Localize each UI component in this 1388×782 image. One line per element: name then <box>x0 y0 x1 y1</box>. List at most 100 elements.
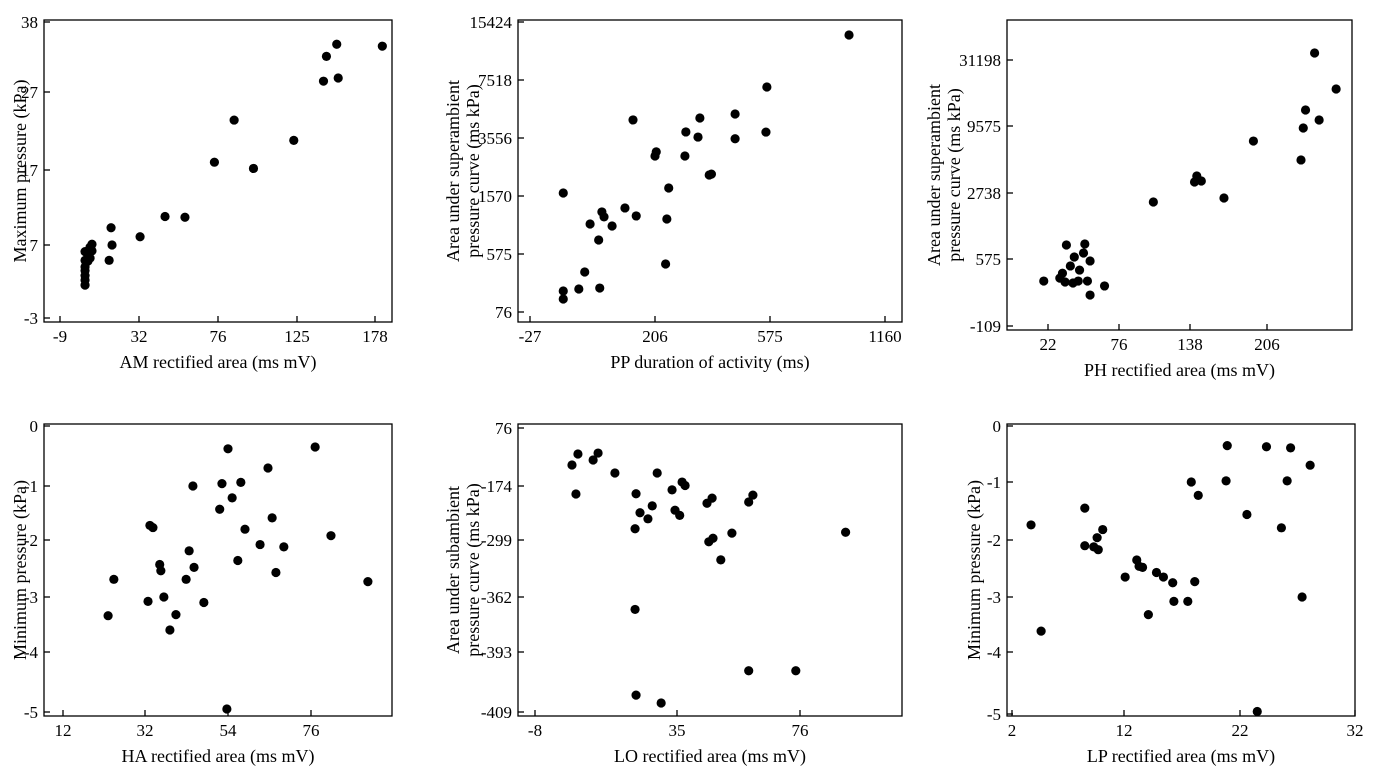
data-point <box>188 481 198 491</box>
data-point <box>631 211 641 221</box>
y-tick-label: -1 <box>987 473 1001 492</box>
y-tick-label: -362 <box>481 588 512 607</box>
data-point <box>667 485 677 495</box>
y-axis-title: pressure curve (ms kPa) <box>463 84 484 257</box>
data-point <box>1080 503 1090 513</box>
data-point <box>1168 578 1178 588</box>
data-point <box>704 537 714 547</box>
data-point <box>1310 48 1320 58</box>
data-point <box>1073 276 1083 286</box>
data-point <box>1158 572 1169 582</box>
data-point <box>1074 265 1085 275</box>
x-tick-label: -9 <box>53 327 67 346</box>
data-point <box>1298 123 1308 133</box>
data-point <box>1183 596 1193 607</box>
y-axis-title: Area under superambient <box>924 84 944 266</box>
y-axis-title: Maximum pressure (kPa) <box>10 80 31 263</box>
y-tick-label: -2 <box>987 531 1001 550</box>
data-point <box>1148 197 1158 207</box>
data-point <box>377 41 387 51</box>
data-point <box>730 134 740 144</box>
data-point <box>263 463 273 473</box>
data-point <box>1296 155 1306 165</box>
data-point <box>1151 567 1162 578</box>
data-point <box>588 455 598 465</box>
data-point <box>289 135 299 145</box>
data-point <box>656 698 666 708</box>
data-point <box>159 592 169 602</box>
data-point <box>571 489 581 499</box>
data-point <box>236 477 246 487</box>
data-point <box>841 527 851 537</box>
data-point <box>620 203 630 213</box>
data-point <box>143 596 153 607</box>
y-tick-label: -409 <box>481 703 512 722</box>
y-tick-label: -2 <box>24 531 38 550</box>
x-tick-label: 76 <box>1111 335 1128 354</box>
data-point <box>223 444 233 454</box>
x-axis-title: PP duration of activity (ms) <box>610 352 809 373</box>
data-point <box>707 493 717 503</box>
data-point <box>1300 105 1311 115</box>
data-point <box>573 449 583 459</box>
data-point <box>1186 477 1196 487</box>
data-point <box>184 546 194 556</box>
x-tick-label: 54 <box>220 721 238 740</box>
plot-frame <box>517 423 903 717</box>
data-point <box>744 497 754 507</box>
panel: 2 12 22 32 -5 -4 -3 -2 -1 0 LP rectified area (ms … <box>964 417 1363 767</box>
y-axis-title: Area under subambient <box>443 486 463 654</box>
x-tick-label: 32 <box>131 327 148 346</box>
data-point <box>761 127 771 137</box>
data-point <box>1248 136 1259 146</box>
data-point <box>1276 523 1286 533</box>
data-point <box>199 597 209 608</box>
y-tick-label: 31198 <box>959 51 1001 70</box>
data-point <box>148 522 158 533</box>
data-point <box>791 666 801 676</box>
data-point <box>1120 572 1130 582</box>
data-point <box>80 280 90 290</box>
data-point <box>558 286 568 296</box>
data-point <box>106 223 116 233</box>
data-point <box>267 513 277 523</box>
data-point <box>593 448 603 458</box>
y-tick-label: -3 <box>987 588 1001 607</box>
y-tick-label: 76 <box>495 419 512 438</box>
data-point <box>727 528 737 538</box>
data-point <box>680 480 690 491</box>
data-point <box>730 109 740 119</box>
y-tick-label: -5 <box>24 703 38 722</box>
plot-frame <box>1006 423 1356 717</box>
y-tick-label: -1 <box>24 477 38 496</box>
x-tick-label: -27 <box>519 327 542 346</box>
data-point <box>1305 460 1315 470</box>
panel: -8 35 76 -409 -393 -362 -299 -174 76 LO rectified… <box>443 419 903 767</box>
data-point <box>1252 706 1262 717</box>
x-tick-label: 138 <box>1177 335 1203 354</box>
data-point <box>762 82 772 92</box>
data-point <box>1193 490 1203 500</box>
y-tick-label: -4 <box>987 643 1002 662</box>
data-point <box>695 113 705 123</box>
data-point <box>279 542 289 552</box>
data-point <box>233 555 243 566</box>
data-point <box>1331 84 1341 94</box>
data-point <box>650 151 660 161</box>
x-tick-label: 206 <box>1254 335 1280 354</box>
y-tick-label: 15424 <box>470 13 513 32</box>
plot-frame <box>43 423 393 717</box>
data-point <box>80 255 90 265</box>
data-point <box>675 510 685 520</box>
data-point <box>558 188 568 198</box>
x-tick-label: 575 <box>757 327 783 346</box>
x-axis-title: AM rectified area (ms mV) <box>120 352 317 373</box>
y-tick-label: 575 <box>487 245 513 264</box>
y-axis-title: pressure curve (ms kPa) <box>944 88 965 261</box>
plot-frame <box>517 19 903 323</box>
data-point <box>1065 261 1075 271</box>
data-point <box>664 183 674 193</box>
y-tick-label: 0 <box>993 417 1002 436</box>
data-point <box>363 577 373 587</box>
